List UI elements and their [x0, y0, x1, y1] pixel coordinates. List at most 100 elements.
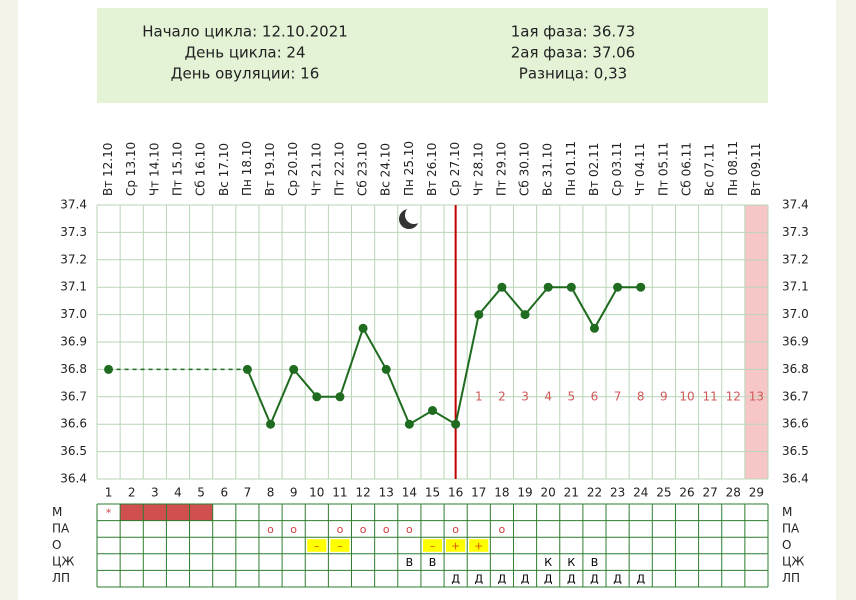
summary-text: 2ая фаза: 37.06 [511, 44, 635, 62]
date-label: Сб 30.10 [518, 142, 532, 196]
x-tick-label: 12 [355, 486, 370, 500]
phase2-label: 12 [726, 389, 741, 403]
date-label: Сб 23.10 [356, 142, 370, 196]
summary-text: Разница: 0,33 [519, 65, 627, 83]
marked-cell [330, 539, 350, 552]
phase2-label: 11 [703, 389, 718, 403]
x-tick-label: 18 [494, 486, 509, 500]
cell-mark: Д [613, 573, 622, 586]
row-label: ЦЖ [52, 555, 74, 569]
x-tick-label: 9 [290, 486, 298, 500]
y-tick-label-right: 37.3 [782, 225, 809, 239]
date-label: Чт 04.11 [633, 143, 647, 196]
date-label: Вс 31.10 [541, 143, 555, 196]
filled-cell [166, 504, 190, 521]
temperature-point [543, 282, 553, 292]
x-tick-label: 29 [749, 486, 764, 500]
row-label: М [52, 505, 62, 519]
cell-mark: – [337, 540, 343, 553]
date-label: Сб 16.10 [194, 142, 208, 196]
date-label: Пт 22.10 [332, 142, 346, 196]
y-tick-label-right: 36.4 [782, 472, 809, 486]
moon-icon [399, 206, 423, 229]
phase2-label: 2 [498, 389, 506, 403]
y-tick-label-right: 37.1 [782, 280, 809, 294]
phase2-label: 13 [749, 389, 764, 403]
date-label: Чт 14.10 [147, 143, 161, 196]
temperature-point [613, 282, 623, 292]
x-tick-label: 10 [309, 486, 324, 500]
cell-mark: В [406, 556, 414, 569]
date-label: Вт 12.10 [101, 143, 115, 196]
row-label-right: ПА [782, 521, 800, 535]
row-label-right: О [782, 538, 791, 552]
y-tick-label-right: 36.8 [782, 362, 809, 376]
y-tick-label: 36.4 [60, 472, 87, 486]
cell-mark: Д [451, 573, 460, 586]
y-tick-label-right: 36.5 [782, 444, 809, 458]
cell-mark: Д [521, 573, 530, 586]
date-label: Вт 02.11 [587, 143, 601, 196]
phase2-label: 7 [614, 389, 622, 403]
row-label-right: ЦЖ [782, 555, 804, 569]
temperature-point [474, 310, 484, 320]
x-tick-label: 17 [471, 486, 486, 500]
cell-mark: о [290, 523, 297, 536]
date-label: Сб 06.11 [680, 142, 694, 196]
y-tick-label: 37.0 [60, 307, 87, 321]
temperature-point [404, 419, 414, 429]
row-label-right: ЛП [782, 571, 800, 585]
temperature-point [589, 323, 599, 333]
y-tick-label-right: 37.0 [782, 307, 809, 321]
temperature-point [428, 406, 437, 415]
x-tick-label: 11 [332, 486, 347, 500]
cell-mark: Д [567, 573, 576, 586]
date-label: Ср 27.10 [448, 142, 462, 196]
marked-cell [469, 539, 489, 552]
date-label: Ср 03.11 [610, 142, 624, 196]
cell-mark: о [383, 523, 390, 536]
temperature-line [246, 285, 641, 427]
phase2-label: 8 [637, 389, 645, 403]
date-label: Чт 21.10 [309, 143, 323, 196]
cell-mark: + [451, 540, 460, 553]
date-label: Пн 25.10 [402, 141, 416, 196]
date-label: Вс 17.10 [217, 143, 231, 196]
cell-mark: Д [590, 573, 599, 586]
row-label: О [52, 538, 61, 552]
x-tick-label: 24 [633, 486, 648, 500]
date-label: Вт 26.10 [425, 143, 439, 196]
y-tick-label-right: 36.9 [782, 335, 809, 349]
x-tick-label: 8 [267, 486, 275, 500]
date-label: Вт 19.10 [263, 143, 277, 196]
x-tick-label: 20 [541, 486, 556, 500]
cell-mark: К [544, 556, 552, 569]
x-tick-label: 3 [151, 486, 159, 500]
date-label: Вс 24.10 [379, 143, 393, 196]
temperature-point [451, 419, 461, 429]
y-tick-label: 36.5 [60, 444, 87, 458]
x-tick-label: 7 [244, 486, 252, 500]
temperature-point [381, 364, 391, 374]
cell-mark: – [430, 540, 436, 553]
x-tick-label: 15 [425, 486, 440, 500]
marked-cell [422, 539, 443, 552]
temperature-point [335, 392, 345, 402]
phase2-label: 3 [521, 389, 529, 403]
y-tick-label: 37.2 [60, 252, 87, 266]
temperature-point [266, 419, 276, 429]
row-label: ПА [52, 521, 70, 535]
x-tick-label: 21 [564, 486, 579, 500]
summary-text: 1ая фаза: 36.73 [511, 23, 635, 41]
temperature-point [566, 282, 576, 292]
cell-mark: Д [474, 573, 483, 586]
date-label: Пт 29.10 [494, 142, 508, 196]
cell-mark: В [429, 556, 437, 569]
y-tick-label-right: 37.2 [782, 252, 809, 266]
x-tick-label: 13 [379, 486, 394, 500]
date-label: Пн 18.10 [240, 141, 254, 196]
phase2-label: 4 [544, 389, 552, 403]
date-label: Пт 05.11 [656, 142, 670, 196]
filled-cell [143, 504, 167, 521]
x-tick-label: 25 [656, 486, 671, 500]
